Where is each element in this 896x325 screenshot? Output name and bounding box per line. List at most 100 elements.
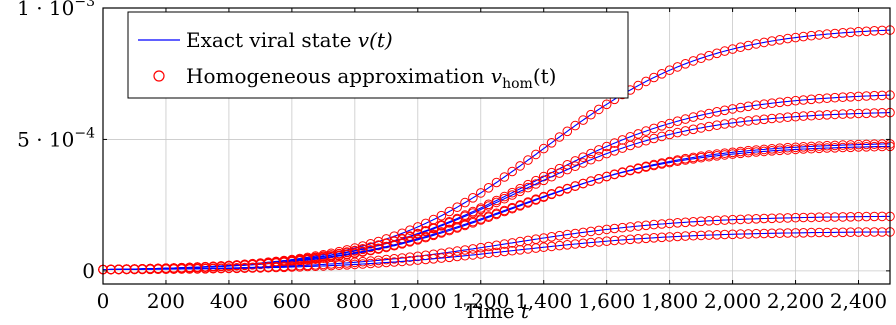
approx-marker: [712, 120, 722, 130]
approx-marker: [853, 26, 864, 37]
approx-marker: [255, 263, 266, 273]
approx-marker: [877, 211, 887, 222]
approx-marker: [515, 245, 525, 255]
approx-marker: [743, 229, 754, 239]
approx-marker: [601, 141, 612, 152]
approx-marker: [664, 65, 675, 75]
approx-marker: [790, 228, 801, 238]
approx-marker: [491, 197, 502, 208]
approx-marker: [861, 108, 872, 119]
approx-marker: [861, 26, 872, 37]
approx-marker: [169, 264, 179, 274]
approx-marker: [601, 224, 612, 235]
approx-marker: [310, 253, 321, 264]
approx-marker: [499, 246, 510, 257]
exact-line: [103, 145, 891, 271]
approx-marker: [680, 231, 691, 241]
approx-marker: [743, 116, 754, 126]
approx-marker: [444, 218, 455, 228]
approx-marker: [176, 264, 187, 274]
approx-marker: [719, 105, 730, 116]
approx-marker: [814, 212, 825, 222]
x-tick-label: 1,400: [515, 289, 572, 313]
approx-marker: [845, 27, 856, 38]
approx-marker: [523, 244, 533, 254]
approx-marker: [767, 98, 777, 108]
approx-marker: [570, 120, 581, 131]
approx-marker: [814, 110, 825, 120]
approx-marker: [452, 251, 463, 262]
approx-marker: [838, 28, 848, 38]
approx-marker: [830, 143, 840, 153]
approx-marker: [798, 212, 809, 223]
approx-marker: [365, 245, 376, 255]
approx-marker: [704, 216, 714, 226]
approx-marker: [200, 264, 211, 274]
approx-marker: [775, 145, 785, 156]
approx-marker: [649, 219, 659, 230]
approx-marker: [594, 145, 604, 155]
approx-marker: [562, 164, 573, 175]
approx-marker: [775, 97, 785, 108]
approx-marker: [578, 238, 588, 249]
approx-marker: [806, 30, 817, 41]
approx-marker: [806, 143, 817, 154]
approx-marker: [822, 143, 832, 153]
x-tick-label: 1,800: [641, 289, 698, 313]
approx-marker: [790, 95, 801, 106]
approx-marker: [310, 261, 321, 272]
x-tick-label: 2,000: [704, 289, 761, 313]
approx-marker: [499, 239, 510, 249]
approx-marker: [649, 72, 659, 83]
approx-marker: [538, 242, 549, 252]
approx-marker: [743, 101, 754, 112]
approx-marker: [861, 91, 872, 101]
y-tick-label: 5 · 10−4: [17, 125, 95, 151]
approx-marker: [751, 115, 762, 125]
approx-marker: [672, 218, 683, 228]
approx-marker: [444, 206, 455, 217]
approx-marker: [562, 229, 573, 240]
approx-marker: [743, 147, 754, 158]
approx-marker: [633, 234, 644, 244]
approx-marker: [782, 33, 793, 44]
approx-marker: [381, 257, 392, 268]
approx-marker: [719, 150, 730, 160]
exact-line: [103, 112, 890, 271]
x-tick-label: 800: [336, 289, 374, 313]
approx-marker: [121, 264, 132, 275]
approx-marker: [719, 229, 730, 240]
approx-marker: [468, 244, 478, 254]
approx-marker: [727, 229, 738, 240]
approx-marker: [609, 138, 620, 148]
approx-marker: [814, 143, 825, 154]
series-6: [98, 211, 895, 275]
legend-label-approx: Homogeneous approximation vhom(t): [186, 64, 557, 92]
approx-marker: [798, 111, 809, 121]
approx-marker: [767, 36, 777, 46]
approx-marker: [814, 227, 825, 238]
approx-marker: [838, 109, 848, 119]
approx-marker: [822, 93, 832, 103]
approx-marker: [271, 262, 281, 273]
approx-marker: [767, 113, 777, 124]
approx-marker: [845, 142, 856, 153]
approx-marker: [625, 234, 636, 245]
approx-marker: [499, 193, 510, 204]
approx-marker: [814, 93, 825, 104]
approx-marker: [476, 249, 486, 259]
approx-marker: [649, 160, 659, 171]
approx-marker: [704, 121, 714, 132]
approx-marker: [853, 211, 864, 222]
approx-marker: [743, 214, 754, 224]
approx-marker: [672, 156, 683, 166]
approx-marker: [554, 240, 565, 251]
approx-marker: [625, 222, 636, 232]
approx-marker: [546, 171, 557, 182]
approx-marker: [208, 263, 218, 274]
approx-marker: [877, 90, 887, 101]
approx-marker: [318, 261, 329, 271]
approx-marker: [460, 245, 470, 255]
approx-marker: [405, 256, 415, 266]
